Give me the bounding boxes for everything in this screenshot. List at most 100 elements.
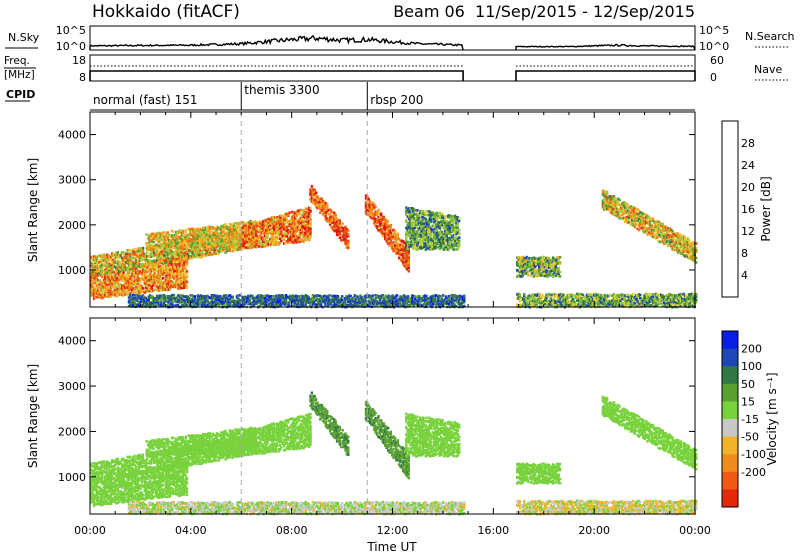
power-cell [276, 300, 279, 303]
power-cell [174, 267, 177, 270]
power-cell [370, 204, 373, 207]
power-cell [277, 303, 281, 307]
power-cell [320, 199, 323, 203]
power-cell [284, 217, 287, 221]
power-cell [125, 252, 128, 255]
power-cell [210, 303, 213, 307]
power-cell [109, 295, 113, 299]
power-cell [160, 255, 163, 259]
power-cell [371, 294, 375, 297]
power-cell [212, 294, 215, 297]
power-cell [407, 215, 411, 219]
power-cell [344, 225, 347, 229]
power-cell [438, 247, 441, 251]
power-cell [413, 234, 416, 237]
power-cell [217, 236, 220, 239]
power-cell [301, 233, 304, 237]
power-cell [256, 239, 259, 242]
power-cell [307, 238, 311, 242]
power-cell [104, 259, 107, 263]
power-cell [309, 220, 312, 223]
power-cell [277, 223, 280, 227]
power-cell [97, 261, 100, 264]
power-cell [165, 254, 168, 257]
power-cell [162, 299, 166, 302]
power-cell [228, 227, 231, 231]
power-cell [430, 227, 433, 231]
power-cell [256, 243, 259, 246]
power-cell [323, 201, 326, 204]
power-cell [412, 214, 415, 218]
power-cell [158, 261, 161, 264]
power-cell [232, 232, 236, 235]
power-cell [271, 220, 275, 223]
power-cell [455, 232, 458, 236]
power-cell [176, 232, 179, 235]
power-cell [424, 227, 427, 230]
power-cell [127, 301, 131, 304]
power-cell [444, 231, 447, 235]
power-cell [413, 239, 416, 243]
power-cell [364, 210, 368, 213]
power-cell [347, 241, 350, 245]
power-cell [177, 287, 180, 290]
power-cell [340, 229, 343, 232]
power-cell [268, 302, 271, 306]
power-cell [385, 221, 388, 224]
power-cell [166, 282, 169, 286]
power-cell [271, 224, 275, 228]
power-cell [146, 263, 149, 267]
power-cell [113, 291, 117, 294]
power-cell [101, 265, 104, 269]
power-cell [446, 224, 450, 228]
power-cell [157, 270, 160, 273]
power-cell [271, 226, 275, 230]
power-cell [176, 253, 180, 256]
power-cell [291, 219, 294, 223]
power-cell [333, 226, 336, 230]
power-cell [196, 253, 199, 257]
power-cell [298, 240, 301, 244]
power-cell [149, 238, 153, 242]
power-cell [187, 233, 191, 236]
power-cell [221, 246, 224, 250]
power-cell [242, 230, 245, 234]
power-cell [427, 228, 430, 232]
power-cell [161, 296, 164, 300]
power-cell [255, 236, 258, 240]
power-cell [438, 231, 441, 234]
power-cell [288, 230, 291, 233]
power-cell [288, 237, 291, 240]
power-cell [270, 232, 273, 236]
power-cell [168, 248, 171, 251]
power-cell [144, 288, 148, 292]
power-cell [224, 251, 227, 254]
power-cell [397, 250, 401, 253]
power-cell [274, 230, 277, 234]
power-cell [412, 235, 415, 238]
power-cell [222, 240, 226, 244]
power-cell [402, 258, 405, 261]
power-cell [239, 232, 243, 236]
power-cell [177, 237, 181, 240]
power-cell [181, 273, 184, 277]
power-cell [302, 226, 305, 229]
power-cell [203, 301, 206, 304]
power-cell [233, 299, 236, 302]
power-cell [377, 219, 380, 222]
power-cell [434, 220, 437, 223]
power-cell [249, 220, 252, 223]
power-cell [161, 261, 164, 265]
power-cell [381, 232, 384, 235]
power-cell [313, 202, 316, 206]
power-cell [393, 237, 397, 241]
power-cell [126, 279, 129, 283]
power-cell [200, 297, 204, 300]
power-cell [181, 275, 184, 279]
power-cell [341, 238, 344, 242]
power-cell [412, 238, 415, 241]
power-cell [307, 226, 311, 230]
power-cell [293, 301, 296, 304]
power-cell [228, 303, 232, 306]
